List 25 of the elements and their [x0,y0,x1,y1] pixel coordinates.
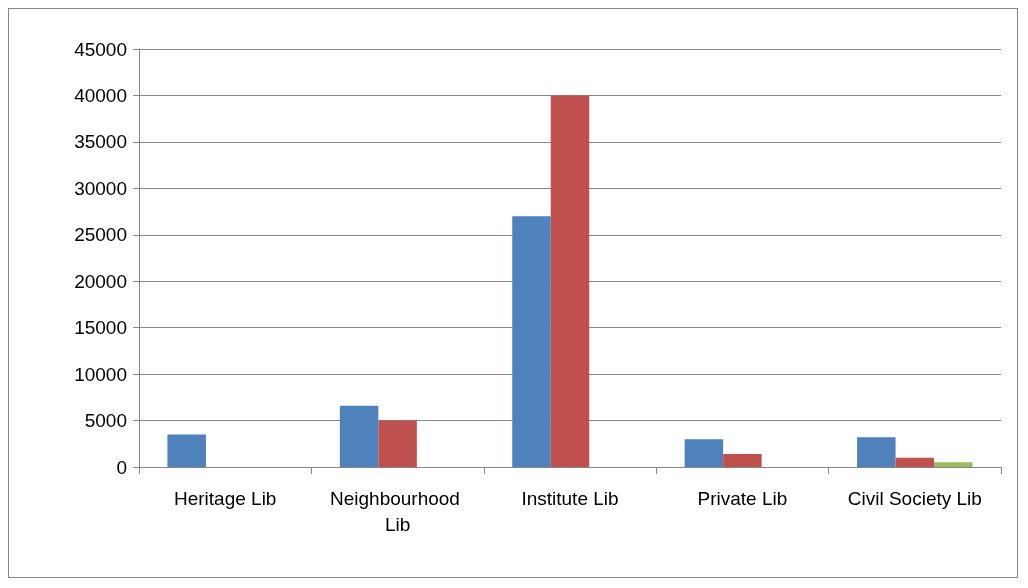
bar [895,457,935,467]
bar [684,439,724,467]
bar [723,454,762,467]
bar [550,95,590,467]
y-tick-label: 30000 [74,177,127,199]
bar [339,405,379,467]
x-tick-label: Civil Society Lib [847,487,982,509]
bar [167,434,206,467]
y-tick-label: 25000 [74,224,127,246]
y-tick-label: 15000 [74,317,127,339]
x-tick-label: Neighbourhood Lib [329,487,466,535]
y-tick-label: 5000 [84,410,127,432]
y-tick-label: 0 [116,456,127,478]
x-tick-label: Private Lib [697,487,788,509]
x-tick-label: Heritage Lib [173,487,277,509]
y-tick-label: 35000 [74,131,127,153]
bar [378,420,417,467]
y-tick-label: 10000 [74,363,127,385]
y-tick-label: 40000 [74,84,127,106]
bar [512,216,551,467]
x-tick-label: Institute Lib [521,487,619,509]
bar [857,437,896,467]
y-tick-label: 45000 [74,38,127,60]
bar [934,462,973,467]
y-tick-label: 20000 [74,270,127,292]
